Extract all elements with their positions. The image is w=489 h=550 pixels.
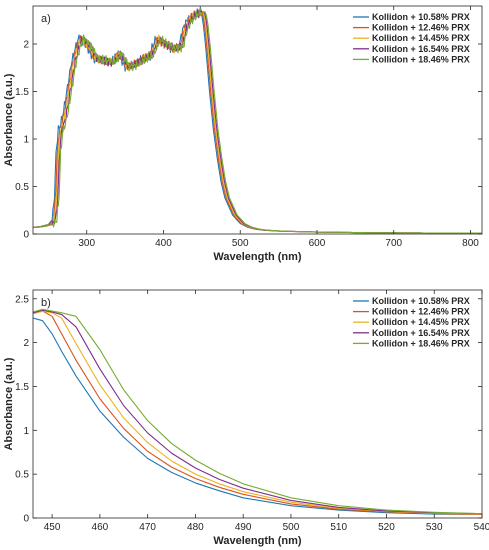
series-lines: [33, 308, 482, 516]
series-lines: [33, 6, 482, 234]
y-tick-label: 2: [23, 40, 29, 51]
x-tick-label: 450: [44, 522, 61, 533]
series-line-4: [33, 309, 482, 515]
series-line-5: [33, 9, 482, 234]
y-tick-label: 0: [23, 514, 29, 525]
y-tick-label: 1: [23, 426, 29, 437]
x-tick-label: 600: [309, 238, 326, 249]
x-tick-label: 490: [235, 522, 252, 533]
chart-panel-b: 450 460 470 480 490 500 510 520 530 540 0 0.5 1 1.5 2 2…: [3, 289, 489, 547]
x-tick-label: 530: [426, 522, 443, 533]
x-tick-label: 300: [78, 238, 95, 249]
x-tick-label: 460: [92, 522, 109, 533]
y-axis-label: Absorbance (a.u.): [3, 357, 15, 450]
x-axis-label: Wavelength (nm): [213, 251, 302, 263]
y-tick-label: 2.5: [15, 294, 29, 305]
x-axis-label: Wavelength (nm): [213, 535, 302, 547]
y-tick-label: 0.5: [15, 182, 29, 193]
series-line-5: [33, 308, 482, 515]
series-line-3: [33, 310, 482, 515]
legend-label: Kollidon + 16.54% PRX: [372, 328, 470, 338]
x-tick-label: 400: [155, 238, 172, 249]
chart-panel-a: 300 400 500 600 700 800 0 0.5 1 1.5 2 Wavelength (n…: [3, 5, 483, 263]
legend-label: Kollidon + 10.58% PRX: [372, 296, 470, 306]
y-tick-label: 0: [23, 230, 29, 241]
y-axis-label: Absorbance (a.u.): [3, 73, 15, 166]
legend-label: Kollidon + 14.45% PRX: [372, 33, 470, 43]
panel-label: a): [41, 13, 51, 25]
series-line-2: [33, 310, 482, 516]
y-tick-label: 1.5: [15, 87, 29, 98]
legend-label: Kollidon + 12.46% PRX: [372, 23, 470, 33]
legend-label: Kollidon + 12.46% PRX: [372, 307, 470, 317]
x-tick-label: 800: [462, 238, 479, 249]
legend-label: Kollidon + 16.54% PRX: [372, 44, 470, 54]
x-tick-label: 540: [474, 522, 489, 533]
legend-label: Kollidon + 14.45% PRX: [372, 317, 470, 327]
legend-label: Kollidon + 18.46% PRX: [372, 338, 470, 348]
y-tick-label: 1: [23, 135, 29, 146]
x-tick-label: 480: [187, 522, 204, 533]
legend-label: Kollidon + 18.46% PRX: [372, 54, 470, 64]
plot-frame: [32, 5, 483, 235]
series-line-1: [33, 317, 482, 516]
x-tick-label: 470: [139, 522, 156, 533]
x-tick-label: 500: [232, 238, 249, 249]
x-tick-label: 520: [378, 522, 395, 533]
y-tick-label: 2: [23, 338, 29, 349]
x-tick-label: 510: [330, 522, 347, 533]
x-tick-label: 500: [283, 522, 300, 533]
y-tick-label: 0.5: [15, 470, 29, 481]
panel-label: b): [41, 297, 51, 309]
y-tick-label: 1.5: [15, 382, 29, 393]
legend-label: Kollidon + 10.58% PRX: [372, 12, 470, 22]
plot-frame: [32, 289, 483, 519]
x-tick-label: 700: [385, 238, 402, 249]
